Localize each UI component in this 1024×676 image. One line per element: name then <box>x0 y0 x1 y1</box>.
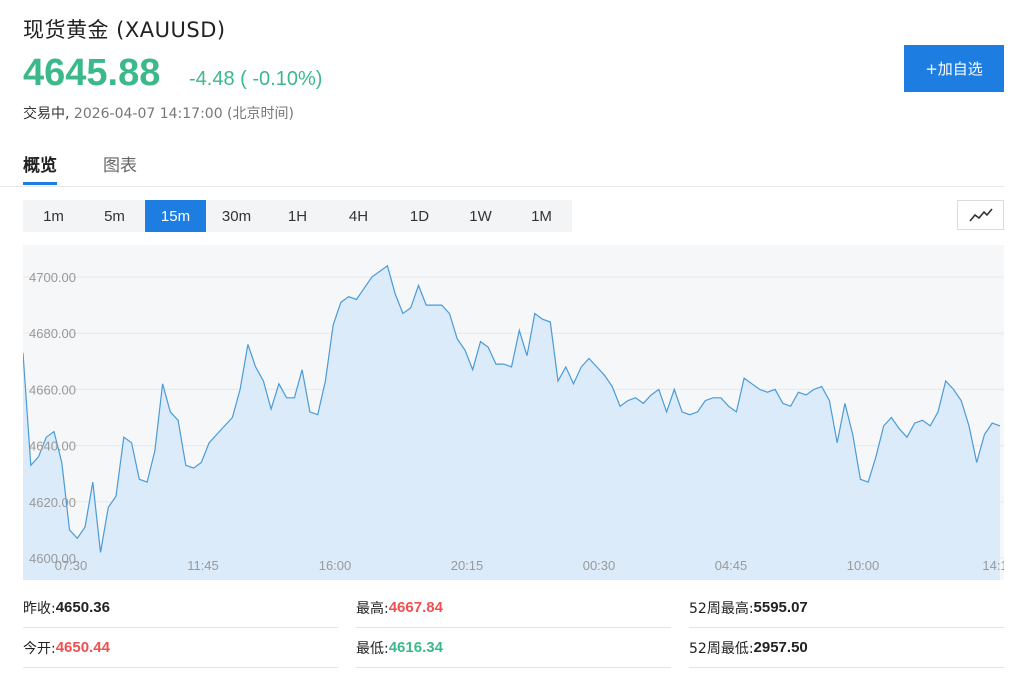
stat-value: 4667.84 <box>388 599 443 616</box>
price-chart[interactable]: 4700.00 4680.00 4660.00 4640.00 4620.00 4600.… <box>23 245 1004 580</box>
y-tick-label: 4620.00 <box>29 495 76 510</box>
interval-1m[interactable]: 1m <box>43 207 64 225</box>
stat-low: 最低: 4616.34 <box>356 628 671 668</box>
stat-label: 最低: <box>356 640 389 657</box>
stat-value: 5595.07 <box>753 599 808 616</box>
current-price: 4645.88 <box>23 52 161 94</box>
x-tick-label: 04:45 <box>715 558 748 573</box>
interval-5m[interactable]: 5m <box>104 207 125 225</box>
stat-high: 最高: 4667.84 <box>356 588 671 628</box>
y-tick-label: 4700.00 <box>29 270 76 285</box>
x-tick-label: 00:30 <box>583 558 616 573</box>
price-line <box>23 264 1001 553</box>
stat-label: 最高: <box>356 600 389 617</box>
stat-52w-high: 52周最高: 5595.07 <box>689 588 1004 628</box>
stat-value: 4616.34 <box>388 639 443 656</box>
trading-state: 交易中, <box>23 106 70 122</box>
instrument-title: 现货黄金 (XAUUSD) <box>23 18 226 42</box>
x-tick-label: 20:15 <box>451 558 484 573</box>
stat-label: 52周最低: <box>689 640 754 657</box>
x-tick-label: 07:30 <box>55 558 88 573</box>
interval-selector: 1m 5m 15m 30m 1H 4H 1D 1W 1M <box>23 200 572 232</box>
interval-15m[interactable]: 15m <box>145 200 206 232</box>
stat-open: 今开: 4650.44 <box>23 628 338 668</box>
stat-52w-low: 52周最低: 2957.50 <box>689 628 1004 668</box>
interval-30m[interactable]: 30m <box>221 207 252 225</box>
y-tick-label: 4600.00 <box>29 551 76 566</box>
tab-bar: 概览 图表 <box>0 146 1004 187</box>
stat-label: 今开: <box>23 640 56 657</box>
interval-1mo[interactable]: 1M <box>531 207 552 225</box>
interval-1d[interactable]: 1D <box>409 207 430 225</box>
chart-type-button[interactable] <box>957 200 1004 230</box>
stat-value: 2957.50 <box>753 639 808 656</box>
x-tick-label: 16:00 <box>319 558 352 573</box>
price-chart-svg: 4700.00 4680.00 4660.00 4640.00 4620.00 4600.… <box>23 264 1004 580</box>
add-to-watchlist-button[interactable]: +加自选 <box>904 45 1004 92</box>
stat-label: 52周最高: <box>689 600 754 617</box>
stat-label: 昨收: <box>23 600 56 617</box>
tab-overview[interactable]: 概览 <box>23 151 57 185</box>
line-chart-icon <box>968 208 993 222</box>
x-tick-label: 11:45 <box>187 558 219 573</box>
trading-status: 交易中, 2026-04-07 14:17:00 (北京时间) <box>23 103 294 123</box>
stat-prev-close: 昨收: 4650.36 <box>23 588 338 628</box>
y-tick-label: 4660.00 <box>29 382 76 397</box>
tab-chart[interactable]: 图表 <box>103 156 137 176</box>
x-tick-label: 14:1 <box>982 558 1004 573</box>
price-area <box>23 265 1000 580</box>
quote-datetime: 2026-04-07 14:17:00 (北京时间) <box>73 106 294 122</box>
x-tick-label: 10:00 <box>847 558 880 573</box>
y-tick-label: 4640.00 <box>29 439 76 454</box>
stat-value: 4650.36 <box>55 599 110 616</box>
stat-value: 4650.44 <box>55 639 110 656</box>
interval-1h[interactable]: 1H <box>287 207 308 225</box>
y-tick-label: 4680.00 <box>29 326 76 341</box>
interval-4h[interactable]: 4H <box>348 207 369 225</box>
price-change: -4.48 ( -0.10%) <box>189 68 323 90</box>
interval-1w[interactable]: 1W <box>469 207 492 225</box>
